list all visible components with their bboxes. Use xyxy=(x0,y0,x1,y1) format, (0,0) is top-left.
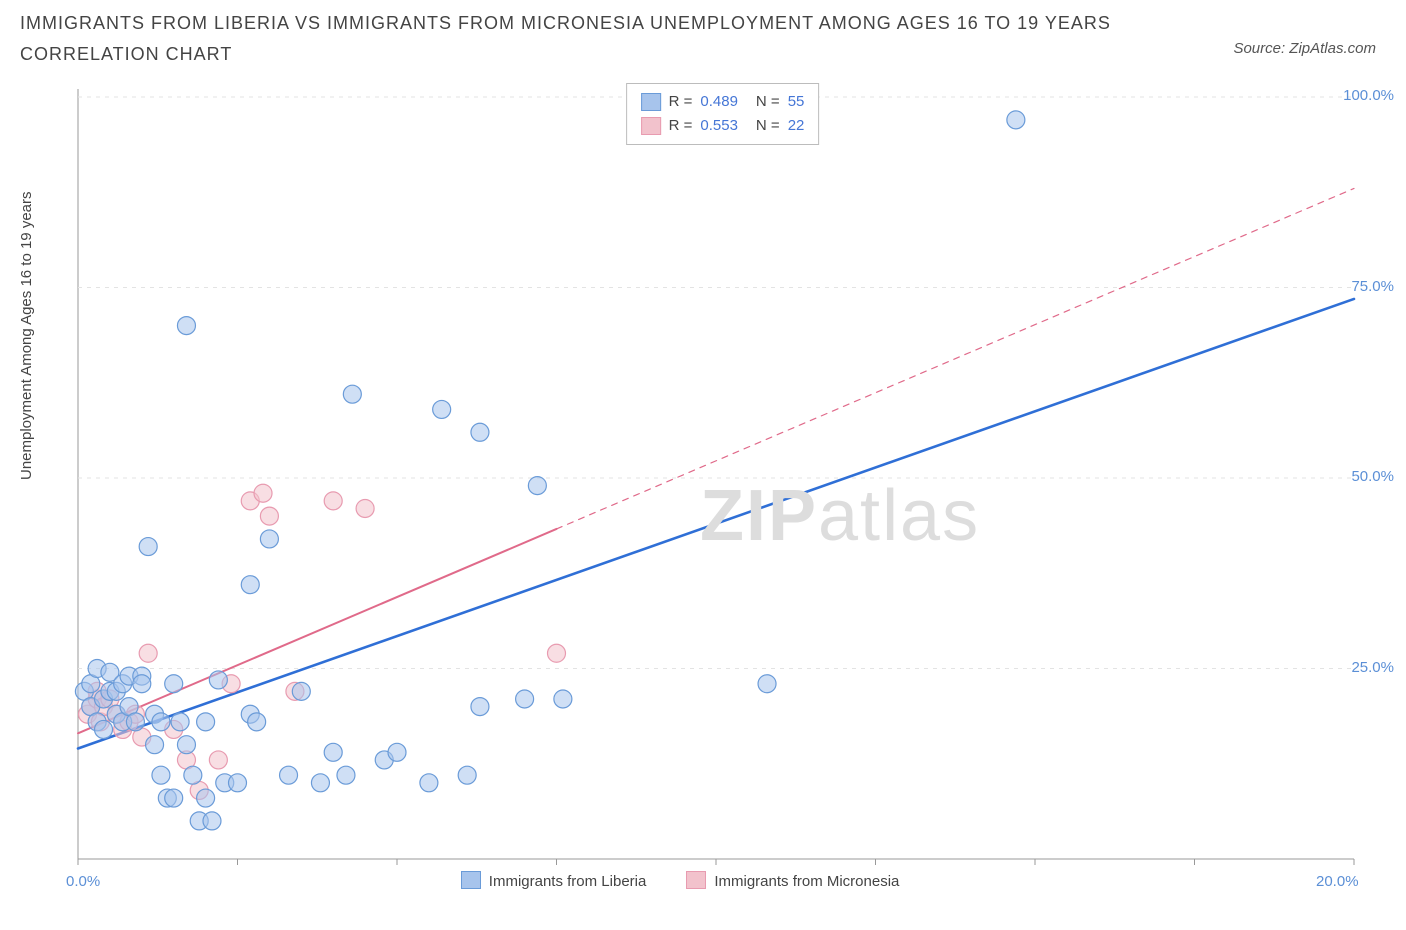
source-attribution: Source: ZipAtlas.com xyxy=(1233,40,1376,57)
legend-row-micronesia: R = 0.553 N = 22 xyxy=(641,114,805,138)
y-tick-label: 100.0% xyxy=(1343,87,1394,104)
y-tick-label: 25.0% xyxy=(1351,659,1394,676)
correlation-legend: R = 0.489 N = 55 R = 0.553 N = 22 xyxy=(626,83,820,145)
scatter-chart xyxy=(60,85,1385,875)
x-tick-label: 0.0% xyxy=(66,873,100,890)
chart-area: R = 0.489 N = 55 R = 0.553 N = 22 ZIPatl… xyxy=(60,85,1385,875)
legend-swatch-micronesia xyxy=(686,871,706,889)
legend-n-label: N = xyxy=(756,114,780,138)
legend-r-value-micronesia: 0.553 xyxy=(700,114,738,138)
legend-n-value-liberia: 55 xyxy=(788,90,805,114)
legend-r-label: R = xyxy=(669,90,693,114)
legend-swatch-liberia xyxy=(641,93,661,111)
legend-n-label: N = xyxy=(756,90,780,114)
y-tick-label: 50.0% xyxy=(1351,468,1394,485)
legend-row-liberia: R = 0.489 N = 55 xyxy=(641,90,805,114)
y-tick-label: 75.0% xyxy=(1351,278,1394,295)
legend-n-value-micronesia: 22 xyxy=(788,114,805,138)
legend-label-liberia: Immigrants from Liberia xyxy=(489,873,647,890)
series-legend: Immigrants from Liberia Immigrants from … xyxy=(461,871,900,890)
legend-r-value-liberia: 0.489 xyxy=(700,90,738,114)
legend-label-micronesia: Immigrants from Micronesia xyxy=(714,873,899,890)
legend-item-micronesia: Immigrants from Micronesia xyxy=(686,871,899,890)
chart-title: IMMIGRANTS FROM LIBERIA VS IMMIGRANTS FR… xyxy=(20,8,1170,69)
legend-swatch-liberia xyxy=(461,871,481,889)
legend-swatch-micronesia xyxy=(641,117,661,135)
y-axis-label: Unemployment Among Ages 16 to 19 years xyxy=(18,191,35,480)
legend-r-label: R = xyxy=(669,114,693,138)
legend-item-liberia: Immigrants from Liberia xyxy=(461,871,647,890)
x-tick-label: 20.0% xyxy=(1316,873,1359,890)
